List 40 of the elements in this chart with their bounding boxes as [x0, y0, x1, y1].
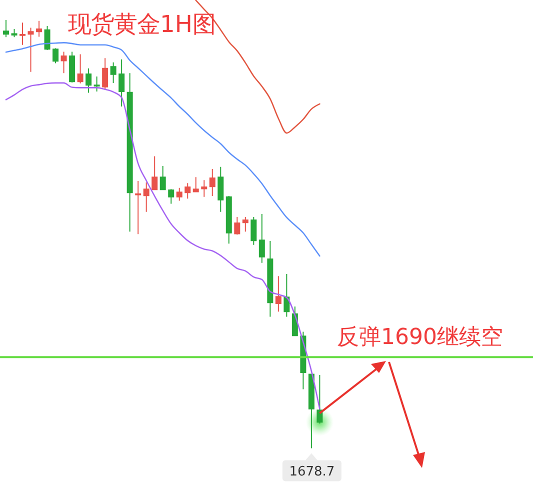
candlestick — [218, 166, 224, 212]
candlestick — [201, 180, 208, 198]
candlestick — [152, 156, 158, 190]
candlestick — [126, 72, 133, 232]
candlestick — [143, 182, 150, 212]
candlestick — [226, 196, 232, 244]
candlestick — [275, 276, 282, 312]
annotation: 1678.7 — [289, 464, 335, 480]
candlestick — [209, 168, 216, 197]
candlestick — [184, 182, 191, 200]
candlestick — [69, 51, 76, 84]
candlestick — [20, 22, 26, 46]
candlestick — [77, 54, 84, 84]
candlestick — [28, 27, 34, 72]
ref-line-label: 反弹1690继续空 — [337, 325, 503, 350]
candlestick — [242, 216, 248, 232]
candlestick — [86, 68, 92, 94]
candlestick — [60, 51, 67, 74]
candlestick — [192, 176, 199, 192]
candlestick — [110, 62, 116, 84]
chart-title: 现货黄金1H图 — [68, 10, 216, 38]
candlestick — [316, 374, 323, 424]
candlestick — [284, 273, 290, 318]
candlestick — [168, 188, 174, 204]
candlestick — [234, 216, 240, 236]
candlestick — [250, 216, 257, 246]
candlestick — [36, 20, 42, 38]
candlestick — [118, 58, 125, 108]
candlestick — [308, 374, 314, 449]
candlestick — [160, 166, 166, 190]
candlestick — [135, 180, 142, 235]
candlestick — [102, 58, 108, 90]
candlestick — [52, 48, 59, 64]
candlestick — [3, 20, 9, 38]
candlestick — [267, 240, 274, 318]
candlestick — [176, 187, 182, 202]
candlestick — [44, 25, 50, 50]
candlestick — [94, 76, 100, 92]
candlestick — [11, 28, 18, 38]
candlestick — [258, 214, 265, 264]
